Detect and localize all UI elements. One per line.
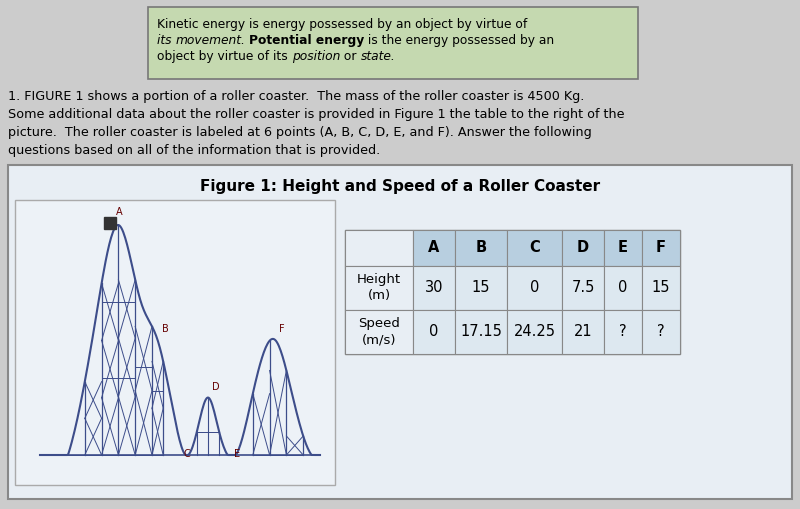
Bar: [507, 230, 562, 266]
Text: ?: ?: [657, 325, 665, 340]
Bar: [455, 230, 507, 266]
Text: C: C: [529, 240, 540, 256]
Text: questions based on all of the information that is provided.: questions based on all of the informatio…: [8, 144, 380, 157]
Text: picture.  The roller coaster is labeled at 6 points (A, B, C, D, E, and F). Answ: picture. The roller coaster is labeled a…: [8, 126, 592, 139]
Text: 0: 0: [430, 325, 438, 340]
Text: 15: 15: [472, 280, 490, 296]
Text: B: B: [162, 324, 168, 334]
Text: Speed
(m/s): Speed (m/s): [358, 318, 400, 347]
Text: 1. FIGURE 1 shows a portion of a roller coaster.  The mass of the roller coaster: 1. FIGURE 1 shows a portion of a roller …: [8, 90, 584, 103]
Bar: [345, 266, 413, 310]
Text: Height
(m): Height (m): [357, 273, 401, 302]
Text: movement.: movement.: [175, 34, 246, 47]
Text: E: E: [234, 449, 240, 459]
Text: 7.5: 7.5: [571, 280, 594, 296]
Bar: [562, 310, 604, 354]
Text: E: E: [618, 240, 628, 256]
Bar: [507, 310, 562, 354]
Bar: [15, 200, 335, 485]
Text: 30: 30: [425, 280, 443, 296]
Text: position: position: [292, 50, 340, 63]
Bar: [413, 310, 455, 354]
Bar: [345, 230, 413, 266]
Bar: [507, 266, 562, 310]
Bar: [562, 266, 604, 310]
Bar: [455, 310, 507, 354]
Bar: [345, 230, 680, 354]
Text: is the energy possessed by an: is the energy possessed by an: [364, 34, 554, 47]
Text: Some additional data about the roller coaster is provided in Figure 1 the table : Some additional data about the roller co…: [8, 108, 625, 121]
Text: object by virtue of its: object by virtue of its: [157, 50, 292, 63]
Bar: [642, 230, 680, 266]
Bar: [413, 266, 455, 310]
Text: 17.15: 17.15: [460, 325, 502, 340]
Bar: [413, 230, 455, 266]
Bar: [604, 310, 642, 354]
Text: D: D: [212, 382, 220, 392]
Bar: [455, 266, 507, 310]
Text: Potential energy: Potential energy: [249, 34, 364, 47]
Bar: [8, 165, 792, 499]
Text: A: A: [428, 240, 440, 256]
Text: Figure 1: Height and Speed of a Roller Coaster: Figure 1: Height and Speed of a Roller C…: [200, 179, 600, 194]
Bar: [642, 310, 680, 354]
Bar: [604, 266, 642, 310]
Text: F: F: [279, 324, 285, 334]
Bar: [345, 310, 413, 354]
Text: state.: state.: [360, 50, 395, 63]
Text: 0: 0: [530, 280, 539, 296]
Bar: [642, 266, 680, 310]
Text: B: B: [475, 240, 486, 256]
Text: 24.25: 24.25: [514, 325, 555, 340]
Text: or: or: [340, 50, 360, 63]
Text: D: D: [577, 240, 589, 256]
Bar: [562, 230, 604, 266]
Text: 21: 21: [574, 325, 592, 340]
Text: A: A: [117, 207, 123, 217]
Text: its: its: [157, 34, 175, 47]
Text: C: C: [184, 449, 190, 459]
Text: ?: ?: [619, 325, 627, 340]
Text: 0: 0: [618, 280, 628, 296]
Bar: [604, 230, 642, 266]
Bar: [148, 7, 638, 79]
Text: F: F: [656, 240, 666, 256]
Text: 15: 15: [652, 280, 670, 296]
Text: Kinetic energy is energy possessed by an object by virtue of: Kinetic energy is energy possessed by an…: [157, 18, 527, 31]
